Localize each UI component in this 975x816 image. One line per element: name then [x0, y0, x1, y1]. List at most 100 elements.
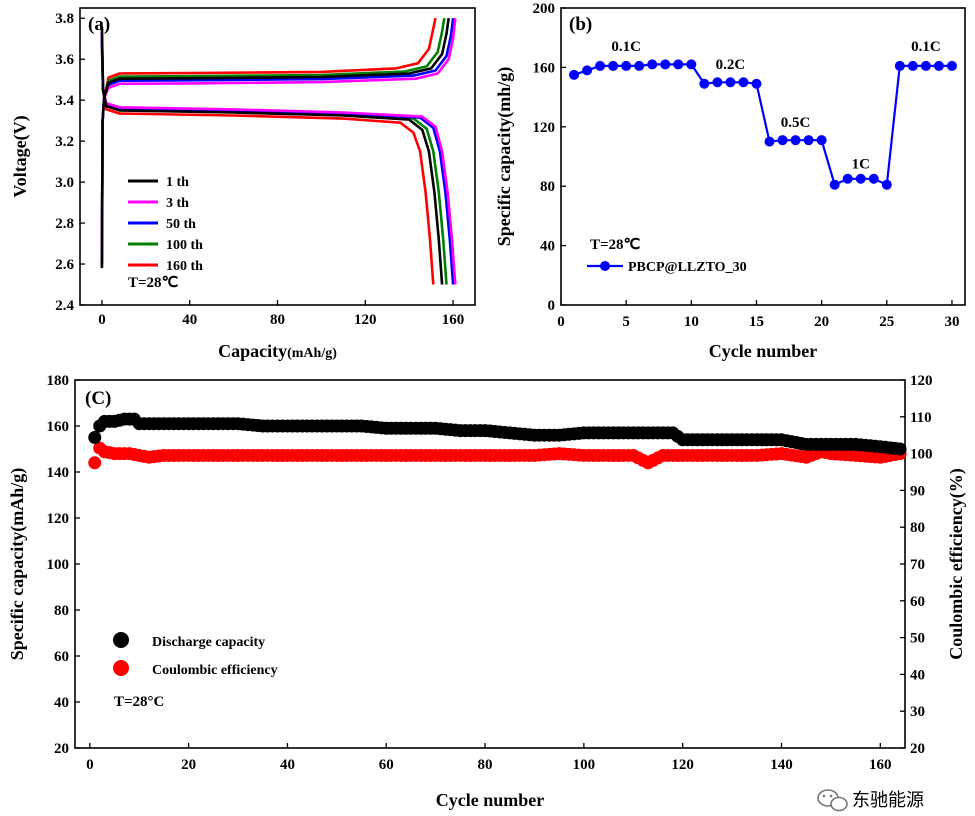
rate-capability-point — [699, 78, 710, 89]
y-axis-label: Specific capacity(mAh/g) — [7, 468, 28, 660]
panel-a: 0 40 80 120 160 2.4 2.6 2.8 3.0 3.2 3.4 3.6 3.8 Capac… — [10, 7, 476, 361]
legend-marker — [113, 660, 129, 676]
y-tick-label: 2.8 — [55, 216, 74, 232]
y-tick-label: 3.8 — [55, 11, 74, 27]
y-tick-label: 100 — [47, 557, 70, 573]
rate-label: 1C — [852, 156, 870, 172]
rate-capability-point — [764, 136, 775, 147]
y-tick-label: 2.6 — [55, 257, 74, 273]
plot-frame — [79, 7, 476, 306]
rate-label: 0.1C — [611, 39, 641, 55]
y-right-tick-label: 70 — [910, 557, 925, 573]
y-right-tick-label: 30 — [910, 704, 925, 720]
rate-capability-point — [933, 60, 944, 71]
rate-capability-point — [907, 60, 918, 71]
charge-curve — [100, 18, 457, 267]
y-tick-label: 160 — [47, 419, 70, 435]
rate-capability-point — [738, 77, 749, 88]
y-right-tick-label: 120 — [910, 373, 933, 389]
y-tick-label: 40 — [540, 239, 555, 255]
charge-curve — [100, 17, 446, 263]
rate-capability-point — [660, 59, 671, 70]
rate-capability-point — [842, 173, 853, 184]
legend-marker — [113, 632, 129, 648]
x-tick-label: 30 — [944, 314, 959, 330]
rate-capability-point — [725, 77, 736, 88]
panel-b: 0 5 10 15 20 25 30 0 40 80 120 160 200 Cycle number Sp… — [494, 1, 966, 361]
x-tick-label: 20 — [181, 757, 196, 773]
x-tick-label: 160 — [442, 312, 465, 328]
y-right-tick-label: 40 — [910, 667, 925, 683]
temperature-annotation: T=28℃ — [590, 237, 641, 253]
rate-capability-point — [595, 60, 606, 71]
x-tick-label: 120 — [354, 312, 377, 328]
rate-capability-line — [573, 63, 952, 187]
rate-capability-point — [712, 77, 723, 88]
x-axis-label: Cycle number — [436, 790, 544, 810]
x-tick-label: 80 — [478, 757, 493, 773]
discharge-curve — [100, 26, 444, 285]
legend-marker — [600, 261, 610, 271]
y-tick-label: 20 — [54, 741, 69, 757]
rate-capability-point — [803, 135, 814, 146]
rate-capability-point — [790, 135, 801, 146]
rate-capability-point — [920, 60, 931, 71]
x-axis-label-name: Capacity — [218, 341, 287, 361]
y-tick-label: 120 — [533, 120, 556, 136]
y-tick-label: 3.6 — [55, 52, 74, 68]
x-tick-label: 40 — [182, 312, 197, 328]
rate-capability-point — [868, 173, 879, 184]
legend-label: 50 th — [166, 217, 196, 232]
y-tick-label: 60 — [54, 649, 69, 665]
y-right-tick-label: 60 — [910, 594, 925, 610]
rate-capability-point — [777, 135, 788, 146]
y-axis-label: Specific capacity(mh/g) — [494, 67, 515, 246]
rate-capability-point — [673, 59, 684, 70]
x-tick-label: 0 — [98, 312, 106, 328]
y-tick-label: 140 — [47, 465, 70, 481]
x-tick-label: 20 — [814, 314, 829, 330]
temperature-annotation: T=28℃ — [128, 275, 179, 291]
x-tick-label: 160 — [869, 757, 892, 773]
temperature-annotation: T=28°C — [114, 694, 164, 710]
x-tick-label: 15 — [749, 314, 764, 330]
charge-curve — [100, 18, 455, 265]
capacity-point — [88, 431, 102, 444]
x-tick-label: 5 — [622, 314, 630, 330]
x-tick-label: 10 — [684, 314, 699, 330]
efficiency-point — [88, 456, 102, 470]
rate-capability-point — [829, 179, 840, 190]
legend-label: Coulombic efficiency — [152, 663, 278, 678]
y-tick-label: 2.4 — [55, 298, 74, 314]
rate-label: 0.5C — [781, 115, 811, 131]
y-tick-label: 40 — [54, 695, 69, 711]
rate-capability-point — [751, 78, 762, 89]
rate-capability-point — [855, 173, 866, 184]
legend-label: PBCP@LLZTO_30 — [628, 260, 747, 275]
x-tick-label: 25 — [879, 314, 894, 330]
y-tick-label: 3.0 — [55, 175, 74, 191]
legend-label: 100 th — [166, 238, 203, 253]
x-tick-label: 140 — [770, 757, 793, 773]
rate-capability-point — [816, 135, 827, 146]
y-tick-label: 3.4 — [55, 93, 74, 109]
rate-label: 0.1C — [911, 39, 941, 55]
x-tick-label: 120 — [671, 757, 694, 773]
x-tick-label: 60 — [379, 757, 394, 773]
rate-capability-point — [881, 179, 892, 190]
y-tick-label: 0 — [548, 298, 556, 314]
y-right-tick-label: 110 — [910, 410, 932, 426]
rate-capability-point — [569, 69, 580, 80]
y-tick-label: 120 — [47, 511, 70, 527]
legend-label: 1 th — [166, 175, 189, 190]
legend-label: Discharge capacity — [152, 635, 265, 650]
x-tick-label: 100 — [573, 757, 596, 773]
rate-capability-point — [608, 60, 619, 71]
y-right-tick-label: 50 — [910, 631, 925, 647]
rate-capability-point — [946, 60, 957, 71]
discharge-curve — [100, 30, 457, 285]
wechat-icon — [817, 789, 848, 812]
legend-label: 3 th — [166, 196, 189, 211]
watermark-text: 东驰能源 — [852, 790, 924, 810]
